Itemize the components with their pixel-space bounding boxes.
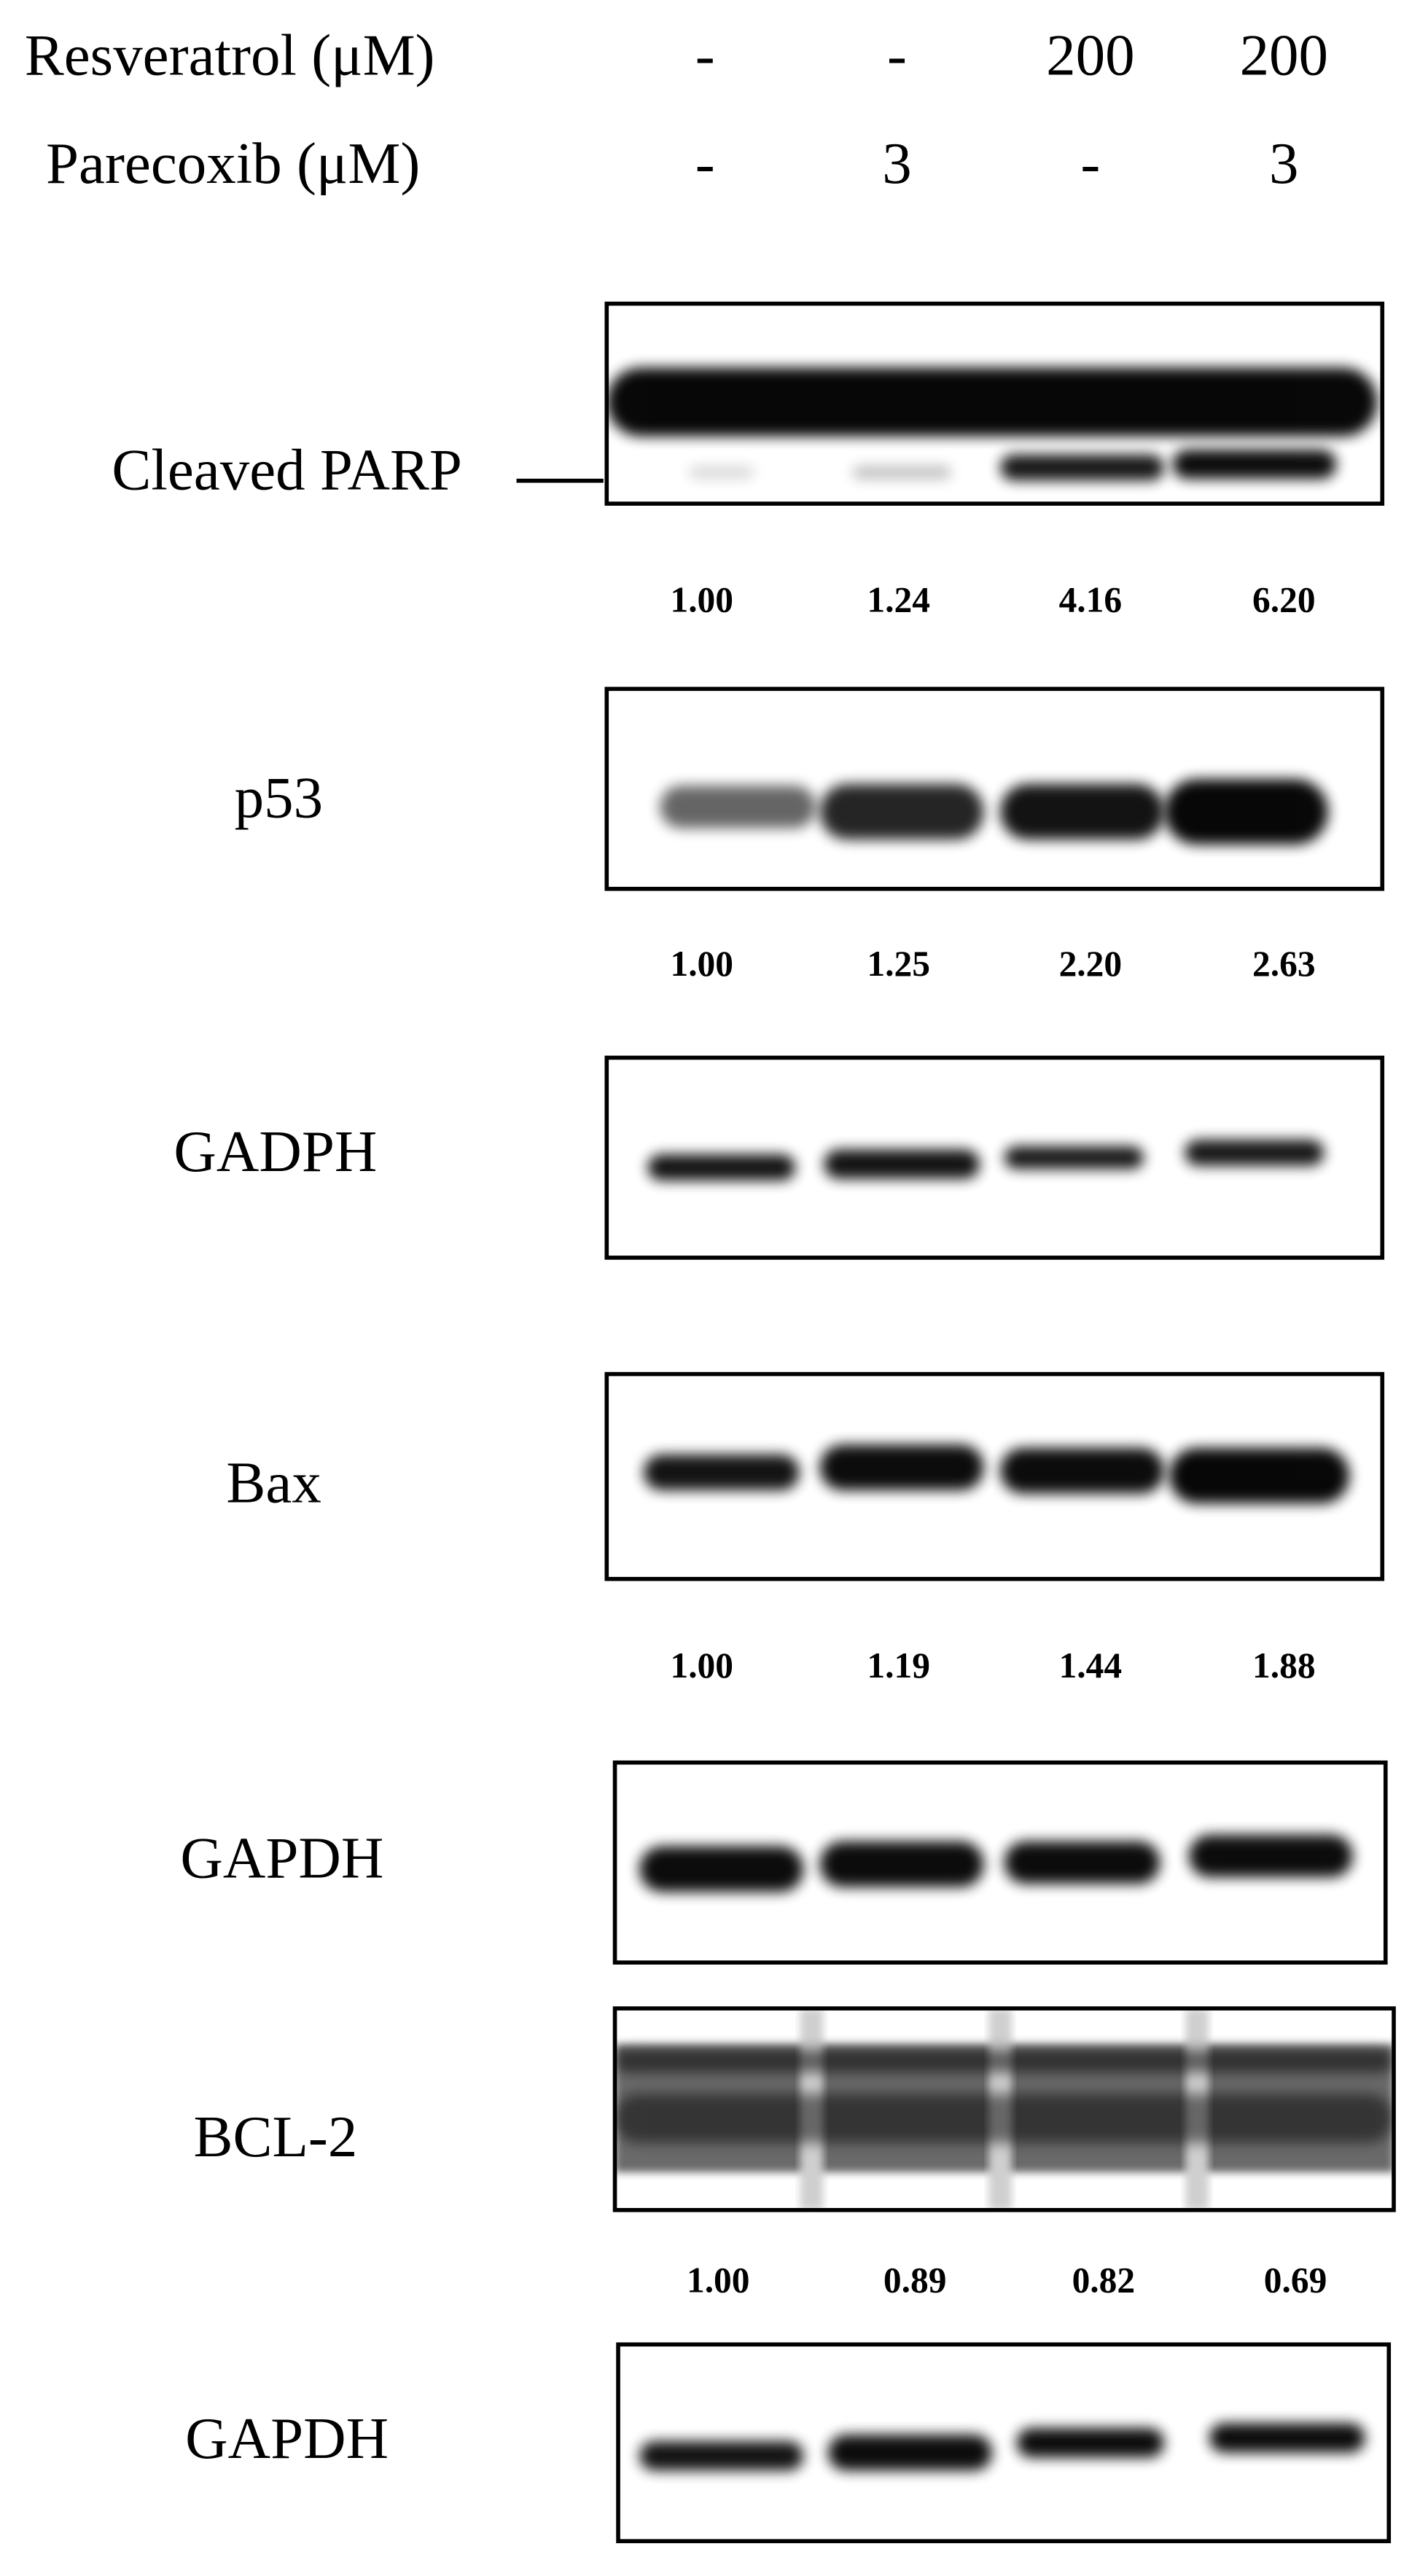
band — [819, 1841, 984, 1887]
band — [639, 2440, 804, 2471]
treatment-value: 200 — [1046, 22, 1134, 87]
band — [1185, 1139, 1325, 1166]
quantification-value: 0.89 — [883, 2260, 947, 2300]
blot-frame — [604, 686, 1385, 891]
band — [647, 1154, 795, 1181]
protein-label: BCL-2 — [193, 2104, 357, 2169]
band — [639, 1846, 804, 1892]
quantification-value: 0.69 — [1264, 2260, 1327, 2300]
protein-label: GAPDH — [180, 1825, 383, 1891]
quantification-value: 1.00 — [670, 1645, 733, 1686]
treatment-label: Resveratrol (μM) — [25, 22, 435, 87]
blot-panel: BCL-2 1.00 0.89 0.82 0.69 — [193, 2006, 1396, 2300]
protein-label: p53 — [235, 764, 323, 830]
blot-image — [606, 367, 1378, 481]
blot-panel: GADPH — [173, 1055, 1385, 1260]
band — [1000, 783, 1165, 840]
treatment-value: 3 — [1269, 130, 1298, 196]
band — [824, 1149, 980, 1179]
band — [819, 1444, 984, 1491]
blot-panel: Cleaved PARP 1.00 1.24 4.16 6.20 — [112, 301, 1385, 620]
quantification-value: 1.00 — [670, 944, 733, 984]
band — [1188, 1834, 1353, 1878]
quantification-value: 1.25 — [867, 944, 930, 984]
blot-image — [660, 779, 1329, 845]
protein-label: GAPDH — [185, 2405, 389, 2471]
blot-frame — [612, 2006, 1396, 2212]
band — [1000, 1447, 1165, 1494]
treatment-value: - — [887, 22, 907, 87]
quantification-value: 4.16 — [1059, 580, 1123, 620]
quantification-value: 6.20 — [1252, 580, 1316, 620]
quantification-value: 1.19 — [867, 1645, 930, 1686]
band — [615, 2094, 1393, 2143]
band — [1004, 1841, 1160, 1884]
quantification-value: 1.88 — [1252, 1645, 1316, 1686]
band — [615, 2049, 1393, 2072]
band — [852, 466, 951, 479]
blot-image — [647, 1139, 1325, 1181]
band — [1004, 1146, 1144, 1170]
blot-panel: Bax 1.00 1.19 1.44 1.88 — [226, 1371, 1385, 1686]
blot-frame — [604, 1371, 1385, 1581]
quantification-value: 2.63 — [1252, 944, 1316, 984]
band — [827, 2434, 992, 2471]
blot-frame — [616, 2342, 1392, 2543]
treatment-label: Parecoxib (μM) — [46, 130, 420, 196]
band — [660, 786, 816, 829]
band — [1164, 779, 1329, 845]
blot-image — [643, 1444, 1350, 1504]
protein-label: Bax — [226, 1450, 321, 1516]
band — [688, 466, 754, 479]
protein-label: GADPH — [173, 1119, 377, 1184]
blot-panel: GAPDH — [180, 1760, 1388, 1965]
protein-label: Cleaved PARP — [112, 436, 462, 502]
band — [1172, 449, 1337, 479]
blot-frame — [604, 301, 1385, 506]
blot-image — [639, 1834, 1353, 1892]
band — [1016, 2427, 1165, 2458]
band — [643, 1454, 800, 1491]
quantification-value: 1.24 — [867, 580, 930, 620]
treatment-value: 200 — [1240, 22, 1328, 87]
quantification-value: 1.00 — [687, 2260, 750, 2300]
quantification-value: 1.00 — [670, 580, 733, 620]
band — [1000, 454, 1165, 481]
quantification-value: 1.44 — [1059, 1645, 1123, 1686]
treatment-value: - — [695, 22, 715, 87]
band — [1169, 1447, 1350, 1504]
blot-frame — [612, 1760, 1388, 1965]
blot-panel: p53 1.00 1.25 2.20 2.63 — [235, 686, 1385, 984]
blot-frame — [604, 1055, 1385, 1260]
band — [819, 783, 984, 840]
band — [606, 367, 1378, 436]
band — [1209, 2423, 1365, 2453]
treatment-value: 3 — [882, 130, 911, 196]
treatment-value: - — [1080, 130, 1100, 196]
quantification-value: 0.82 — [1072, 2260, 1136, 2300]
blot-image — [615, 2008, 1394, 2210]
blot-panel: GAPDH — [185, 2342, 1392, 2543]
treatment-value: - — [695, 130, 715, 196]
blot-image — [639, 2423, 1365, 2471]
quantification-value: 2.20 — [1059, 944, 1123, 984]
